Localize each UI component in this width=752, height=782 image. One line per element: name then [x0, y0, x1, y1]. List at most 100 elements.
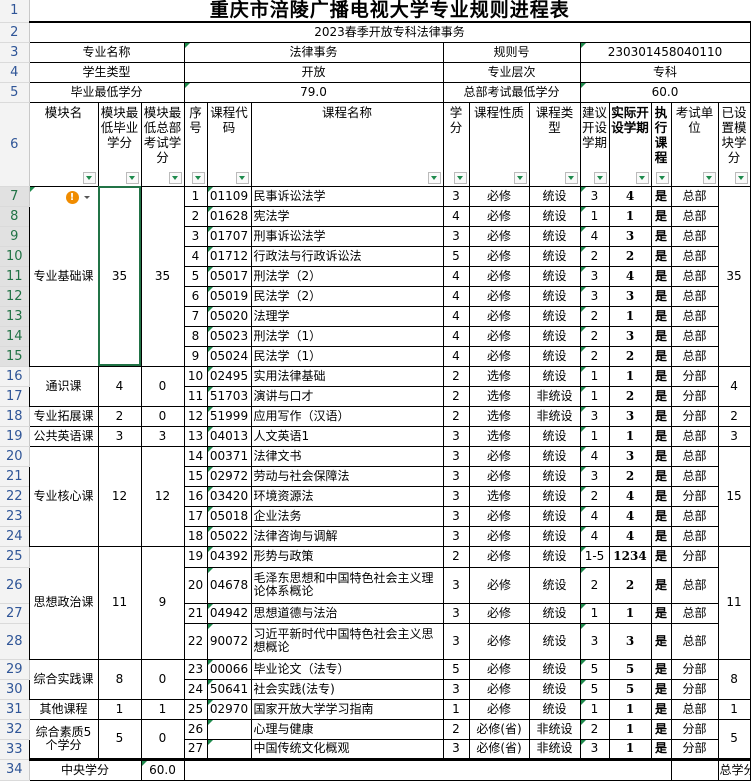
- course-seq[interactable]: 13: [183, 425, 208, 447]
- course-name[interactable]: 人文英语1: [250, 425, 444, 447]
- row-header[interactable]: 31: [0, 699, 30, 720]
- executed[interactable]: 是: [650, 265, 672, 287]
- column-header[interactable]: 课程性质: [468, 101, 530, 187]
- rule-label[interactable]: 规则号: [442, 41, 581, 63]
- suggested-term[interactable]: 3: [579, 285, 610, 307]
- row-header[interactable]: 33: [0, 739, 30, 760]
- row-header[interactable]: 4: [0, 62, 30, 83]
- suggested-term[interactable]: 1: [579, 365, 610, 387]
- actual-term[interactable]: 1: [608, 365, 652, 387]
- row-header[interactable]: 15: [0, 346, 30, 367]
- module-min-grad-credits[interactable]: 2: [97, 405, 142, 427]
- module-name[interactable]: 专业核心课: [28, 445, 99, 547]
- course-nature[interactable]: 必修: [468, 622, 530, 660]
- module-name[interactable]: 专业拓展课: [28, 405, 99, 427]
- min-exam-value[interactable]: 60.0: [579, 81, 751, 103]
- course-nature[interactable]: 选修: [468, 485, 530, 507]
- module-set-credits[interactable]: 5: [717, 718, 751, 760]
- executed[interactable]: 是: [650, 678, 672, 700]
- suggested-term[interactable]: 3: [579, 465, 610, 487]
- row-header[interactable]: 30: [0, 679, 30, 700]
- row-header[interactable]: 8: [0, 206, 30, 227]
- course-type[interactable]: 统设: [528, 602, 581, 624]
- course-credits[interactable]: 1: [442, 698, 470, 720]
- suggested-term[interactable]: 1: [579, 602, 610, 624]
- course-seq[interactable]: 8: [183, 325, 208, 347]
- suggested-term[interactable]: 1: [579, 205, 610, 227]
- exam-unit[interactable]: 总部: [670, 525, 719, 547]
- suggested-term[interactable]: 5: [579, 658, 610, 680]
- course-seq[interactable]: 1: [183, 185, 208, 207]
- course-name[interactable]: 应用写作（汉语）: [250, 405, 444, 427]
- column-header[interactable]: 考试单位: [670, 101, 719, 187]
- suggested-term[interactable]: 3: [579, 265, 610, 287]
- course-name[interactable]: 社会实践(法专): [250, 678, 444, 700]
- course-name[interactable]: 刑法学（2）: [250, 265, 444, 287]
- major-label[interactable]: 专业名称: [28, 41, 185, 63]
- course-credits[interactable]: 3: [442, 445, 470, 467]
- course-code[interactable]: 01712: [206, 245, 252, 267]
- course-name[interactable]: 思想道德与法治: [250, 602, 444, 624]
- course-seq[interactable]: 4: [183, 245, 208, 267]
- executed[interactable]: 是: [650, 485, 672, 507]
- course-credits[interactable]: 3: [442, 566, 470, 604]
- course-type[interactable]: 统设: [528, 285, 581, 307]
- course-credits[interactable]: 3: [442, 622, 470, 660]
- module-min-exam-credits[interactable]: 3: [140, 425, 185, 447]
- course-seq[interactable]: 26: [183, 718, 208, 740]
- actual-term[interactable]: 3: [608, 405, 652, 427]
- actual-term[interactable]: 1: [608, 718, 652, 740]
- actual-term[interactable]: 4: [608, 185, 652, 207]
- course-type[interactable]: 非统设: [528, 385, 581, 407]
- column-header[interactable]: 建议开设学期: [579, 101, 610, 187]
- executed[interactable]: 是: [650, 658, 672, 680]
- total-credits-label[interactable]: 总学分: [717, 757, 751, 781]
- exam-unit[interactable]: 分部: [670, 385, 719, 407]
- course-credits[interactable]: 3: [442, 738, 470, 760]
- actual-term[interactable]: 2: [608, 385, 652, 407]
- actual-term[interactable]: 1234: [608, 545, 652, 568]
- suggested-term[interactable]: 3: [579, 405, 610, 427]
- suggested-term[interactable]: 4: [579, 445, 610, 467]
- module-min-exam-credits[interactable]: 12: [140, 445, 185, 547]
- executed[interactable]: 是: [650, 185, 672, 207]
- course-nature[interactable]: 选修: [468, 425, 530, 447]
- module-min-exam-credits[interactable]: 0: [140, 718, 185, 760]
- suggested-term[interactable]: 2: [579, 245, 610, 267]
- module-min-grad-credits[interactable]: 4: [97, 365, 142, 407]
- course-credits[interactable]: 4: [442, 285, 470, 307]
- row-header[interactable]: 19: [0, 426, 30, 447]
- course-credits[interactable]: 5: [442, 245, 470, 267]
- actual-term[interactable]: 4: [608, 265, 652, 287]
- exam-unit[interactable]: 总部: [670, 425, 719, 447]
- course-type[interactable]: 统设: [528, 305, 581, 327]
- module-name[interactable]: 思想政治课: [28, 545, 99, 660]
- course-code[interactable]: 51999: [206, 405, 252, 427]
- executed[interactable]: 是: [650, 225, 672, 247]
- course-code[interactable]: 05018: [206, 505, 252, 527]
- actual-term[interactable]: 3: [608, 225, 652, 247]
- exam-unit[interactable]: 总部: [670, 285, 719, 307]
- course-credits[interactable]: 3: [442, 525, 470, 547]
- column-header[interactable]: 学分: [442, 101, 470, 187]
- course-seq[interactable]: 14: [183, 445, 208, 467]
- course-name[interactable]: 国家开放大学学习指南: [250, 698, 444, 720]
- actual-term[interactable]: 5: [608, 658, 652, 680]
- actual-term[interactable]: 2: [608, 245, 652, 267]
- row-header[interactable]: 27: [0, 603, 30, 624]
- executed[interactable]: 是: [650, 622, 672, 660]
- exam-unit[interactable]: 总部: [670, 305, 719, 327]
- course-type[interactable]: 统设: [528, 225, 581, 247]
- course-nature[interactable]: 必修: [468, 185, 530, 207]
- suggested-term[interactable]: 2: [579, 325, 610, 347]
- module-min-exam-credits[interactable]: 9: [140, 545, 185, 660]
- module-min-grad-credits[interactable]: 35: [97, 185, 142, 367]
- course-type[interactable]: 非统设: [528, 718, 581, 740]
- course-seq[interactable]: 18: [183, 525, 208, 547]
- actual-term[interactable]: 2: [608, 465, 652, 487]
- course-type[interactable]: 统设: [528, 678, 581, 700]
- filter-dropdown-icon[interactable]: [635, 171, 649, 184]
- column-header[interactable]: 序号: [183, 101, 208, 187]
- course-credits[interactable]: 3: [442, 185, 470, 207]
- course-name[interactable]: 实用法律基础: [250, 365, 444, 387]
